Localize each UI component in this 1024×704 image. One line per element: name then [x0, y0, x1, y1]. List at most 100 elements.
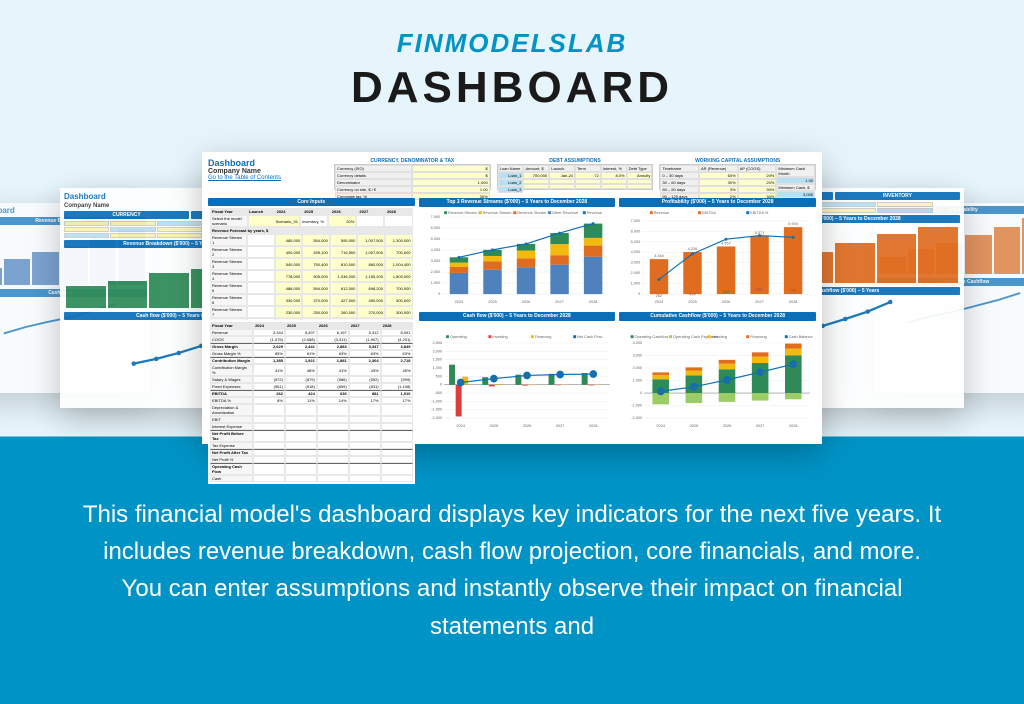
svg-text:2028: 2028	[588, 300, 597, 304]
hdr-dash: Dashboard	[208, 158, 328, 168]
svg-text:639: 639	[590, 372, 596, 376]
svg-text:1,500: 1,500	[432, 358, 442, 362]
sheet-center: Dashboard Company Name Go to the Table o…	[202, 152, 822, 444]
svg-text:3,000: 3,000	[631, 261, 641, 265]
svg-text:2028: 2028	[789, 300, 798, 304]
svg-text:612: 612	[556, 373, 562, 377]
svg-text:Financing: Financing	[534, 335, 551, 339]
svg-text:5,000: 5,000	[430, 237, 440, 241]
svg-text:1,053: 1,053	[722, 378, 732, 382]
svg-text:Operating Cashflow: Operating Cashflow	[635, 335, 669, 339]
cashflow-title: Cash flow ($'000) – 5 Years to December …	[419, 312, 616, 321]
svg-text:Revenue: Revenue	[654, 211, 669, 215]
svg-text:2028: 2028	[589, 424, 598, 428]
svg-text:4,226: 4,226	[688, 247, 698, 251]
svg-text:EBITDA: EBITDA	[702, 211, 716, 215]
svg-text:2028: 2028	[789, 424, 798, 428]
svg-text:2027: 2027	[756, 300, 765, 304]
svg-text:Net Cash Flow: Net Cash Flow	[577, 335, 602, 339]
svg-text:2,000: 2,000	[633, 366, 643, 370]
svg-text:2025: 2025	[488, 300, 497, 304]
cum-title: Cumulative Cashflow ($'000) – 5 Years to…	[619, 312, 816, 321]
svg-text:499: 499	[691, 385, 697, 389]
svg-text:1,000: 1,000	[432, 366, 442, 370]
svg-text:1,665: 1,665	[756, 371, 766, 375]
svg-text:Revenue Stream 3: Revenue Stream 3	[517, 211, 549, 215]
chart-top3: 01,0002,0003,0004,0005,0006,0007,0002024…	[421, 209, 614, 306]
svg-text:Revenue Stream 1: Revenue Stream 1	[448, 211, 480, 215]
panel-profitability: Profitability ($'000) – 5 Years to Decem…	[619, 198, 816, 308]
svg-text:EBITDA %: EBITDA %	[750, 211, 769, 215]
svg-text:795: 795	[790, 289, 796, 293]
core-inputs-title: Core Inputs	[208, 198, 415, 206]
chart-cumulative: -2,000-1,00001,0002,0003,0004,0001354991…	[621, 323, 814, 440]
prof-title: Profitability ($'000) – 5 Years to Decem…	[619, 198, 816, 207]
svg-text:3,000: 3,000	[633, 353, 643, 357]
l1-hdr1: CURRENCY	[64, 211, 189, 219]
hdr-block-0: CURRENCY, DENOMINATOR & TAXCurrency (ISO…	[334, 158, 491, 194]
panel-top3: Top 3 Revenue Streams ($'000) – 5 Years …	[419, 198, 616, 308]
svg-text:2027: 2027	[555, 424, 564, 428]
panel-core-fin: Core Financials ($'000) Fiscal Year20242…	[208, 312, 415, 442]
svg-text:1,000: 1,000	[633, 379, 643, 383]
svg-text:6,000: 6,000	[430, 226, 440, 230]
svg-text:262: 262	[656, 294, 662, 298]
svg-text:364: 364	[490, 377, 497, 381]
svg-text:2026: 2026	[723, 424, 732, 428]
svg-text:-1,000: -1,000	[632, 404, 643, 408]
svg-text:2025: 2025	[688, 300, 697, 304]
hdr-block-2: WORKING CAPITAL ASSUMPTIONSTimeframe0 – …	[659, 158, 816, 194]
svg-text:636: 636	[723, 290, 729, 294]
svg-text:4,557: 4,557	[721, 242, 731, 246]
svg-text:2024: 2024	[454, 300, 463, 304]
svg-text:-1,500: -1,500	[431, 408, 442, 412]
svg-text:2026: 2026	[722, 300, 731, 304]
svg-text:6,000: 6,000	[631, 229, 641, 233]
panel-cashflow: Cash flow ($'000) – 5 Years to December …	[419, 312, 616, 442]
svg-text:2,500: 2,500	[432, 341, 442, 345]
svg-text:Other Revenue: Other Revenue	[552, 211, 578, 215]
panel-cumulative: Cumulative Cashflow ($'000) – 5 Years to…	[619, 312, 816, 442]
svg-text:2024: 2024	[456, 424, 465, 428]
svg-text:0: 0	[440, 383, 442, 387]
svg-text:7,000: 7,000	[430, 215, 440, 219]
panel-core-inputs: Core Inputs Fiscal YearLaunch20242025202…	[208, 198, 415, 308]
svg-text:Financing: Financing	[750, 335, 767, 339]
svg-text:-1,000: -1,000	[431, 399, 442, 403]
svg-text:-500: -500	[434, 391, 442, 395]
svg-text:0: 0	[640, 391, 642, 395]
svg-text:2026: 2026	[522, 424, 531, 428]
svg-text:2,000: 2,000	[430, 270, 440, 274]
svg-text:2024: 2024	[657, 424, 666, 428]
chart-cashflow: -2,000-1,500-1,000-50005001,0001,5002,00…	[421, 323, 614, 440]
svg-text:1,000: 1,000	[631, 282, 641, 286]
svg-text:4,000: 4,000	[633, 341, 643, 345]
hdr-block-1: DEBT ASSUMPTIONSLoan NameLoan_1Loan_2Loa…	[497, 158, 654, 194]
svg-text:2,000: 2,000	[631, 271, 641, 275]
hdr-block-body: Timeframe0 – 30 days30 – 60 days60 – 90 …	[659, 164, 816, 190]
svg-text:2025: 2025	[489, 424, 498, 428]
svg-text:2027: 2027	[555, 300, 564, 304]
hdr-toc-link[interactable]: Go to the Table of Contents	[208, 175, 328, 181]
center-header: Dashboard Company Name Go to the Table o…	[208, 158, 816, 194]
svg-text:135: 135	[457, 381, 463, 385]
svg-text:Operating: Operating	[449, 335, 466, 339]
svg-text:4,000: 4,000	[430, 248, 440, 252]
hdr-block-body: Loan NameLoan_1Loan_2Loan_3Amount, $700,…	[497, 164, 654, 190]
brand-logo: FINMODELSLAB	[0, 0, 1024, 59]
top3-title: Top 3 Revenue Streams ($'000) – 5 Years …	[419, 198, 616, 207]
svg-text:3,000: 3,000	[430, 259, 440, 263]
svg-text:2025: 2025	[690, 424, 699, 428]
svg-text:Investing: Investing	[712, 335, 727, 339]
svg-text:2026: 2026	[521, 300, 530, 304]
svg-text:554: 554	[523, 374, 530, 378]
hdr-block-body: Currency (ISO)Currency detailsDenominato…	[334, 164, 491, 190]
svg-text:3,344: 3,344	[654, 254, 664, 258]
svg-text:Investing: Investing	[492, 335, 507, 339]
description-text: This financial model's dashboard display…	[80, 496, 944, 645]
svg-text:7,000: 7,000	[631, 219, 641, 223]
svg-text:2,304: 2,304	[789, 363, 799, 367]
svg-text:0: 0	[638, 292, 640, 296]
svg-text:Revenue: Revenue	[586, 211, 601, 215]
svg-text:2024: 2024	[655, 300, 664, 304]
